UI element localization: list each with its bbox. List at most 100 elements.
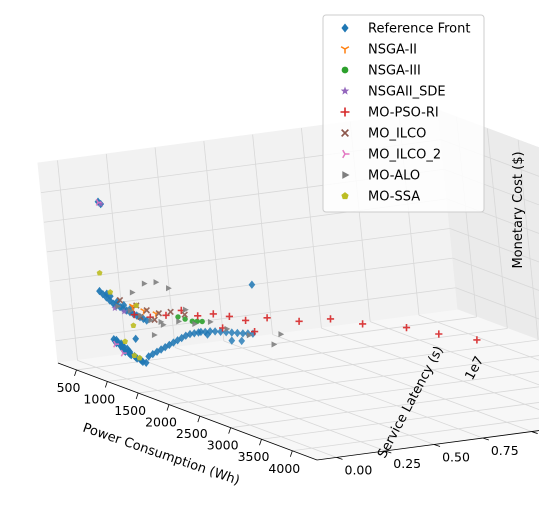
series-nsga-iii — [175, 314, 205, 325]
y-tick-mark — [482, 437, 489, 441]
data-point — [192, 320, 199, 327]
grid-line-z — [443, 168, 539, 206]
legend-box — [322, 14, 485, 213]
x-tick-mark — [259, 439, 262, 446]
grid-line-y — [321, 327, 539, 411]
data-point — [271, 341, 278, 348]
grid-line-z — [449, 228, 539, 263]
data-point — [121, 347, 129, 356]
x-tick-mark — [104, 381, 108, 388]
grid-line-x — [138, 339, 539, 394]
data-point — [234, 328, 241, 338]
data-point — [176, 318, 182, 325]
grid-line-z — [49, 228, 450, 282]
data-point — [127, 351, 135, 360]
data-point — [153, 279, 160, 286]
data-point — [359, 320, 367, 328]
data-point — [181, 311, 188, 318]
data-point — [190, 329, 198, 338]
grid-line-z — [55, 287, 456, 342]
grid-line-y — [105, 153, 127, 354]
data-point — [158, 318, 165, 325]
data-point — [199, 318, 205, 325]
data-point — [182, 316, 188, 322]
data-point — [130, 322, 137, 328]
legend-entry-label: NSGAII_SDE — [368, 85, 446, 100]
data-point — [165, 340, 173, 350]
data-point — [133, 354, 141, 363]
data-point — [143, 316, 151, 325]
data-point — [151, 316, 158, 324]
data-point — [142, 358, 150, 367]
data-point — [473, 336, 481, 344]
grid-line-y — [57, 160, 78, 361]
data-point — [148, 317, 155, 324]
data-point — [143, 307, 150, 314]
data-point — [157, 345, 165, 354]
x-tick-mark — [166, 404, 170, 411]
legend-marker — [341, 192, 349, 200]
grid-line-y — [272, 334, 532, 432]
data-point — [103, 289, 111, 298]
grid-line-x — [199, 370, 539, 417]
data-point — [130, 311, 138, 319]
data-point — [239, 329, 247, 338]
x-axis-line — [57, 362, 318, 461]
data-point — [170, 338, 177, 347]
legend-entry-label: MO_ILCO_2 — [368, 148, 441, 163]
data-point — [242, 316, 250, 324]
data-point — [122, 338, 129, 344]
grid-line-y — [252, 134, 274, 335]
data-point — [115, 303, 122, 310]
data-point — [167, 308, 174, 316]
data-point — [263, 314, 271, 322]
data-point — [224, 325, 231, 332]
data-point — [139, 357, 147, 367]
data-point — [96, 269, 103, 276]
data-point — [120, 308, 128, 315]
data-point — [251, 328, 259, 336]
data-point — [113, 297, 121, 306]
data-point — [120, 342, 128, 352]
data-point — [131, 352, 138, 358]
data-point — [126, 347, 134, 357]
z-axis-label: Monetary Cost ($) — [511, 151, 526, 268]
data-point — [222, 328, 230, 337]
data-point — [166, 285, 172, 292]
data-point — [201, 327, 209, 337]
grid-line-x — [517, 139, 539, 341]
data-point — [246, 332, 253, 339]
data-point — [326, 315, 335, 323]
grid-line-y — [223, 340, 483, 439]
legend-marker — [341, 66, 349, 74]
data-point — [228, 328, 236, 337]
grid-line-y — [77, 360, 337, 458]
legend-marker — [341, 129, 349, 137]
x-tick-mark — [197, 415, 201, 423]
series-mo-alo — [115, 279, 285, 348]
data-point — [129, 289, 136, 296]
grid-line-x — [292, 417, 539, 452]
legend-entry-label: NSGA-II — [368, 43, 417, 58]
data-point — [194, 318, 200, 324]
x-axis-label: Power Consumption (Wh) — [81, 421, 242, 489]
data-point — [161, 343, 169, 352]
data-point — [110, 299, 117, 308]
y-tick-mark — [433, 444, 441, 447]
data-point — [402, 324, 411, 332]
data-point — [106, 296, 114, 305]
x-tick-label: 2000 — [145, 415, 177, 430]
x-tick-label: 3000 — [207, 438, 239, 453]
data-point — [136, 354, 143, 361]
data-point — [155, 310, 163, 317]
data-point — [145, 352, 153, 361]
y-tick-mark — [531, 431, 538, 434]
data-point — [133, 302, 140, 308]
grid-line-z — [452, 257, 539, 291]
grid-line-x — [168, 355, 539, 405]
data-point — [238, 336, 246, 346]
data-point — [295, 317, 303, 325]
x-tick-label: 4000 — [268, 461, 300, 476]
